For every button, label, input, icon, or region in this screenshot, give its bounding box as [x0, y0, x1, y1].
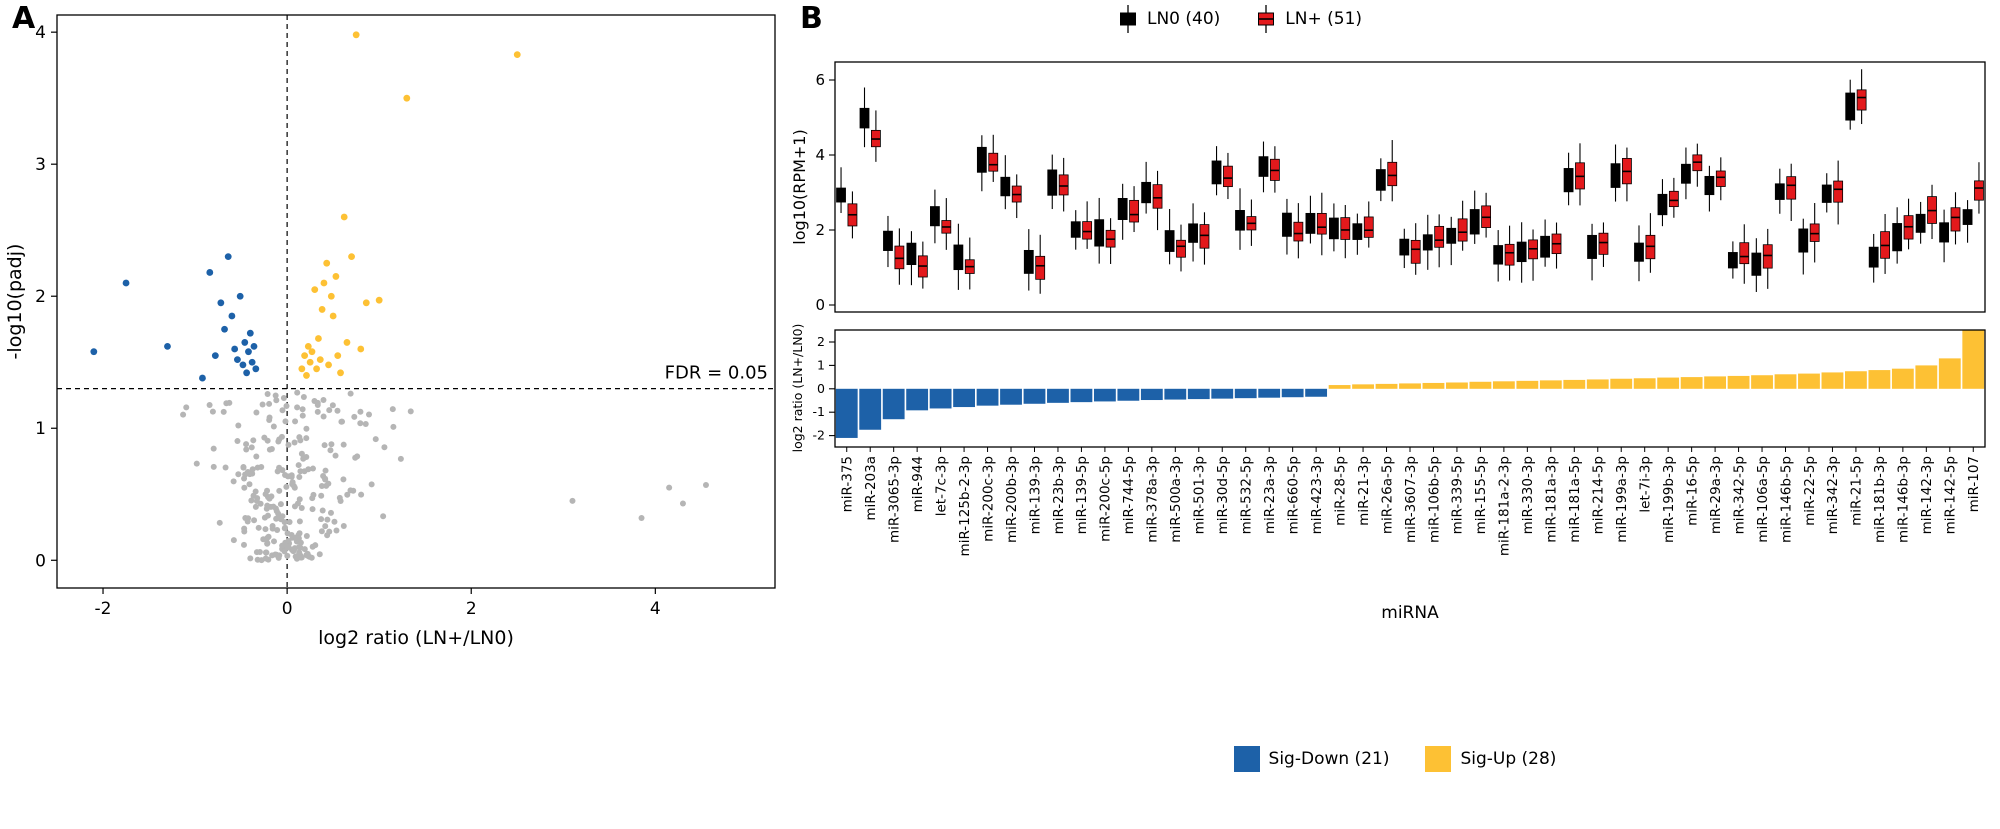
svg-text:0: 0 [35, 551, 46, 571]
svg-text:miR-23a-3p: miR-23a-3p [1262, 456, 1278, 534]
svg-text:miR-21-5p: miR-21-5p [1849, 456, 1865, 526]
svg-text:0: 0 [815, 296, 825, 314]
svg-text:miR-155-5p: miR-155-5p [1473, 456, 1489, 534]
ln-plus-boxplot-glyph [1256, 4, 1276, 34]
svg-text:miR-744-5p: miR-744-5p [1121, 456, 1137, 534]
svg-text:miR-139-5p: miR-139-5p [1074, 456, 1090, 534]
svg-text:log2 ratio (LN+/LN0): log2 ratio (LN+/LN0) [318, 627, 514, 649]
svg-text:miR-944: miR-944 [910, 456, 926, 512]
svg-text:miR-181b-3p: miR-181b-3p [1872, 456, 1888, 543]
svg-text:miR-500a-3p: miR-500a-3p [1168, 456, 1184, 543]
svg-text:miR-30d-5p: miR-30d-5p [1215, 456, 1231, 534]
svg-text:-2: -2 [813, 428, 825, 443]
svg-text:4: 4 [650, 599, 661, 619]
svg-text:miR-330-3p: miR-330-3p [1520, 456, 1536, 534]
svg-text:miR-139-3p: miR-139-3p [1027, 456, 1043, 534]
sig-up-swatch [1425, 746, 1452, 772]
svg-text:miR-181a-3p: miR-181a-3p [1544, 456, 1560, 543]
svg-text:miR-22-5p: miR-22-5p [1802, 456, 1818, 526]
legend-item-ln-plus: LN+ (51) [1256, 4, 1362, 34]
svg-text:0: 0 [817, 381, 825, 396]
panel-b-bottom-legend: Sig-Down (21) Sig-Up (28) [790, 746, 2000, 772]
svg-text:6: 6 [815, 71, 825, 89]
panel-b-label: B [800, 1, 823, 36]
svg-text:miR-375: miR-375 [840, 456, 856, 512]
svg-text:miR-342-5p: miR-342-5p [1731, 456, 1747, 534]
svg-text:miR-21-3p: miR-21-3p [1356, 456, 1372, 526]
svg-text:miR-501-3p: miR-501-3p [1192, 456, 1208, 534]
sig-up-legend-label: Sig-Up (28) [1460, 749, 1557, 769]
svg-text:-log10(padj): -log10(padj) [4, 244, 26, 360]
ln0-boxplot-glyph [1118, 4, 1138, 34]
expression-and-ratio-charts: 0 2 4 6 log10(RPM+1) -2 -1 0 1 2 log2 ratio (LN+/L… [790, 61, 1986, 623]
svg-text:miR-423-3p: miR-423-3p [1309, 456, 1325, 534]
svg-text:miR-146b-3p: miR-146b-3p [1896, 456, 1912, 543]
svg-text:miR-142-3p: miR-142-3p [1919, 456, 1935, 534]
svg-text:miR-142-5p: miR-142-5p [1943, 456, 1959, 534]
svg-text:miR-106b-5p: miR-106b-5p [1426, 456, 1442, 543]
ln0-legend-label: LN0 (40) [1146, 9, 1221, 29]
svg-text:let-7c-3p: let-7c-3p [933, 456, 949, 516]
svg-text:miR-339-5p: miR-339-5p [1450, 456, 1466, 534]
svg-text:4: 4 [815, 146, 825, 164]
panel-a-label: A [12, 1, 36, 36]
svg-text:miR-199b-3p: miR-199b-3p [1661, 456, 1677, 543]
svg-text:3: 3 [35, 155, 46, 175]
svg-text:miR-23b-3p: miR-23b-3p [1051, 456, 1067, 534]
svg-text:2: 2 [35, 287, 46, 307]
svg-text:2: 2 [815, 221, 825, 239]
svg-text:miR-199a-3p: miR-199a-3p [1614, 456, 1630, 543]
svg-text:miR-660-5p: miR-660-5p [1285, 456, 1301, 534]
svg-text:miR-3065-3p: miR-3065-3p [886, 456, 902, 543]
svg-text:miR-342-3p: miR-342-3p [1825, 456, 1841, 534]
svg-text:miR-378a-3p: miR-378a-3p [1145, 456, 1161, 543]
svg-text:4: 4 [35, 23, 46, 43]
svg-text:miR-29a-3p: miR-29a-3p [1708, 456, 1724, 534]
svg-text:miR-200c-3p: miR-200c-3p [980, 456, 996, 542]
sig-down-legend-label: Sig-Down (21) [1268, 749, 1390, 769]
svg-text:1: 1 [35, 419, 46, 439]
svg-text:miR-107: miR-107 [1966, 456, 1982, 512]
svg-text:miR-181a-5p: miR-181a-5p [1567, 456, 1583, 543]
svg-text:let-7i-3p: let-7i-3p [1637, 456, 1653, 513]
svg-text:miR-146b-5p: miR-146b-5p [1778, 456, 1794, 543]
svg-text:miR-125b-2-3p: miR-125b-2-3p [957, 456, 973, 556]
svg-text:miR-214-5p: miR-214-5p [1591, 456, 1607, 534]
panel-b-top-legend: LN0 (40) LN+ (51) [790, 4, 1690, 34]
svg-text:miR-200b-3p: miR-200b-3p [1004, 456, 1020, 543]
svg-text:2: 2 [466, 599, 477, 619]
svg-text:log2 ratio (LN+/LN0): log2 ratio (LN+/LN0) [790, 324, 805, 453]
svg-text:miR-16-5p: miR-16-5p [1684, 456, 1700, 526]
svg-text:log10(RPM+1): log10(RPM+1) [790, 129, 809, 244]
legend-item-ln0: LN0 (40) [1118, 4, 1220, 34]
svg-text:0: 0 [282, 599, 293, 619]
svg-text:miR-106a-5p: miR-106a-5p [1755, 456, 1771, 543]
volcano-plot: -2 0 2 4 0 1 2 3 4 log2 ratio (LN+/LN0) -log10(pad… [4, 14, 776, 649]
svg-text:2: 2 [817, 334, 825, 349]
svg-text:miR-200c-5p: miR-200c-5p [1098, 456, 1114, 542]
svg-text:miR-3607-3p: miR-3607-3p [1403, 456, 1419, 543]
ln-plus-legend-label: LN+ (51) [1285, 9, 1363, 29]
svg-text:-2: -2 [95, 599, 112, 619]
legend-item-sig-up: Sig-Up (28) [1425, 746, 1556, 772]
svg-text:miR-26a-5p: miR-26a-5p [1379, 456, 1395, 534]
svg-text:miRNA: miRNA [1381, 603, 1439, 623]
svg-text:FDR = 0.05: FDR = 0.05 [665, 363, 768, 384]
svg-text:miR-203a: miR-203a [863, 456, 879, 521]
svg-text:miR-181a-2-3p: miR-181a-2-3p [1497, 456, 1513, 556]
sig-down-swatch [1233, 746, 1260, 772]
svg-text:miR-28-5p: miR-28-5p [1332, 456, 1348, 526]
svg-text:1: 1 [817, 357, 825, 372]
svg-text:miR-532-5p: miR-532-5p [1239, 456, 1255, 534]
legend-item-sig-down: Sig-Down (21) [1233, 746, 1390, 772]
svg-text:-1: -1 [813, 404, 825, 419]
